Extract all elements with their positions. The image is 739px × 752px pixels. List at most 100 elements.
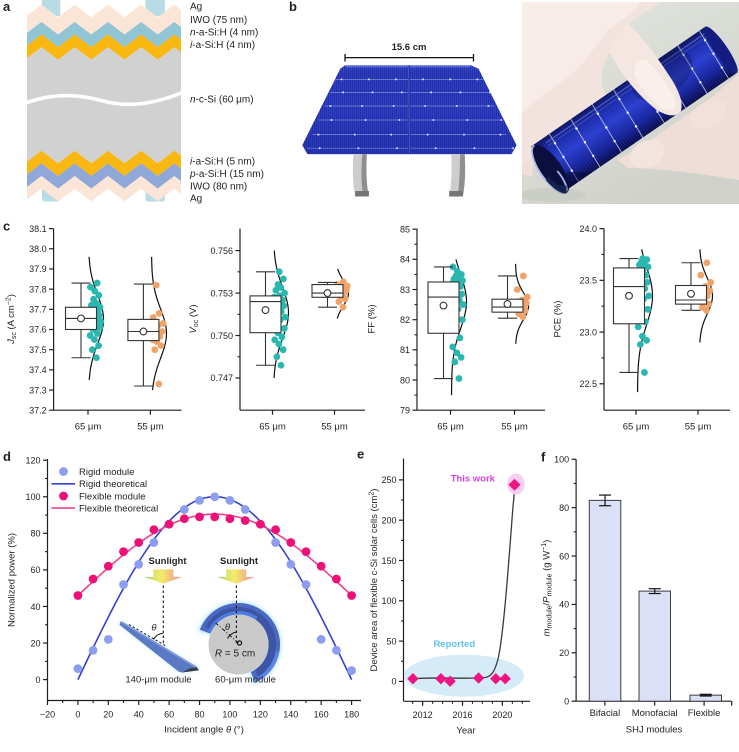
svg-text:180: 180 — [344, 710, 359, 720]
svg-text:140-μm module: 140-μm module — [125, 675, 191, 686]
svg-text:n-c-Si (60 μm): n-c-Si (60 μm) — [190, 95, 254, 106]
svg-text:0: 0 — [391, 677, 396, 687]
svg-text:65 μm: 65 μm — [437, 421, 464, 432]
svg-text:84: 84 — [400, 255, 410, 265]
svg-text:0.750: 0.750 — [210, 331, 233, 341]
svg-text:SHJ modules: SHJ modules — [626, 725, 683, 736]
svg-text:65 μm: 65 μm — [623, 421, 650, 432]
svg-text:Device area of flexible c-Si s: Device area of flexible c-Si solar cells… — [369, 489, 381, 672]
svg-text:37.4: 37.4 — [29, 365, 47, 375]
svg-text:200: 200 — [381, 516, 396, 526]
svg-text:Sunlight: Sunlight — [149, 556, 188, 567]
svg-text:i-a-Si:H (4 nm): i-a-Si:H (4 nm) — [190, 40, 255, 51]
svg-text:Ag: Ag — [190, 2, 202, 13]
svg-text:20: 20 — [103, 710, 113, 720]
svg-text:120: 120 — [25, 455, 40, 465]
svg-text:15.6 cm: 15.6 cm — [392, 42, 427, 53]
svg-text:60-μm module: 60-μm module — [215, 675, 276, 686]
svg-text:40: 40 — [30, 602, 40, 612]
svg-text:250: 250 — [381, 475, 396, 485]
svg-text:40: 40 — [559, 600, 569, 610]
svg-text:23.0: 23.0 — [579, 327, 597, 337]
svg-text:60: 60 — [559, 551, 569, 561]
svg-text:100: 100 — [554, 455, 569, 465]
svg-text:65 μm: 65 μm — [75, 421, 102, 432]
svg-text:100: 100 — [25, 492, 40, 502]
svg-text:22.5: 22.5 — [579, 379, 597, 389]
svg-text:−20: −20 — [40, 710, 55, 720]
svg-text:c: c — [3, 219, 10, 234]
svg-text:Rigid theoretical: Rigid theoretical — [79, 479, 147, 490]
svg-text:140: 140 — [283, 710, 298, 720]
svg-text:FF (%): FF (%) — [367, 304, 378, 333]
svg-text:38.0: 38.0 — [29, 244, 47, 254]
svg-text:a: a — [3, 0, 11, 14]
svg-text:θ: θ — [225, 622, 231, 633]
svg-text:37.2: 37.2 — [29, 405, 47, 415]
svg-text:37.6: 37.6 — [29, 325, 47, 335]
svg-text:50: 50 — [386, 636, 396, 646]
svg-text:81: 81 — [400, 345, 410, 355]
svg-text:IWO (75 nm): IWO (75 nm) — [190, 15, 247, 26]
svg-text:0.747: 0.747 — [210, 373, 233, 383]
svg-text:f: f — [541, 450, 546, 465]
svg-text:Rigid module: Rigid module — [79, 467, 134, 478]
svg-text:80: 80 — [559, 503, 569, 513]
svg-text:60: 60 — [164, 710, 174, 720]
svg-text:Bifacial: Bifacial — [590, 708, 621, 719]
svg-text:160: 160 — [314, 710, 329, 720]
svg-text:d: d — [3, 449, 11, 464]
svg-text:55 μm: 55 μm — [321, 421, 348, 432]
svg-text:0.756: 0.756 — [210, 246, 233, 256]
svg-text:PCE (%): PCE (%) — [553, 301, 564, 338]
svg-text:i-a-Si:H (5 nm): i-a-Si:H (5 nm) — [190, 157, 255, 168]
svg-text:83: 83 — [400, 285, 410, 295]
svg-text:37.7: 37.7 — [29, 305, 47, 315]
svg-text:100: 100 — [222, 710, 237, 720]
svg-text:82: 82 — [400, 315, 410, 325]
svg-text:37.8: 37.8 — [29, 284, 47, 294]
svg-text:85: 85 — [400, 224, 410, 234]
svg-text:37.9: 37.9 — [29, 264, 47, 274]
svg-text:37.3: 37.3 — [29, 385, 47, 395]
svg-text:65 μm: 65 μm — [259, 421, 286, 432]
svg-text:55 μm: 55 μm — [685, 421, 712, 432]
svg-text:150: 150 — [381, 556, 396, 566]
svg-text:0: 0 — [75, 710, 80, 720]
svg-text:e: e — [357, 446, 364, 461]
svg-text:mmodule/Pmodule (g W−1): mmodule/Pmodule (g W−1) — [541, 540, 554, 637]
svg-text:Normalized power (%): Normalized power (%) — [7, 533, 18, 627]
svg-text:23.5: 23.5 — [579, 276, 597, 286]
svg-text:b: b — [289, 0, 297, 14]
svg-text:Year: Year — [456, 726, 475, 737]
svg-text:55 μm: 55 μm — [137, 421, 164, 432]
svg-text:Ag: Ag — [190, 194, 202, 205]
svg-text:37.5: 37.5 — [29, 345, 47, 355]
svg-text:20: 20 — [30, 638, 40, 648]
svg-text:Incident angle θ (°): Incident angle θ (°) — [164, 725, 244, 736]
svg-text:2012: 2012 — [413, 710, 433, 720]
svg-text:n-a-Si:H (4 nm): n-a-Si:H (4 nm) — [190, 28, 258, 39]
svg-text:Flexible: Flexible — [688, 708, 721, 719]
svg-text:40: 40 — [134, 710, 144, 720]
svg-text:60: 60 — [30, 565, 40, 575]
svg-text:p-a-Si:H (15 nm): p-a-Si:H (15 nm) — [189, 169, 264, 180]
svg-text:Sunlight: Sunlight — [220, 556, 259, 567]
svg-text:38.1: 38.1 — [29, 224, 47, 234]
svg-text:80: 80 — [30, 529, 40, 539]
svg-text:24.0: 24.0 — [579, 224, 597, 234]
svg-text:Flexible module: Flexible module — [79, 491, 146, 502]
svg-text:0.753: 0.753 — [210, 288, 233, 298]
svg-text:2016: 2016 — [452, 710, 472, 720]
svg-text:100: 100 — [381, 596, 396, 606]
svg-text:0: 0 — [564, 697, 569, 707]
svg-text:Jsc (A cm−2): Jsc (A cm−2) — [6, 294, 19, 345]
svg-text:R = 5 cm: R = 5 cm — [215, 649, 255, 660]
svg-text:θ: θ — [151, 623, 157, 634]
svg-text:Voc (V): Voc (V) — [188, 304, 200, 333]
svg-text:Reported: Reported — [433, 639, 475, 650]
svg-text:2020: 2020 — [492, 710, 512, 720]
svg-text:20: 20 — [559, 648, 569, 658]
svg-text:This work: This work — [451, 474, 496, 485]
svg-text:79: 79 — [400, 405, 410, 415]
